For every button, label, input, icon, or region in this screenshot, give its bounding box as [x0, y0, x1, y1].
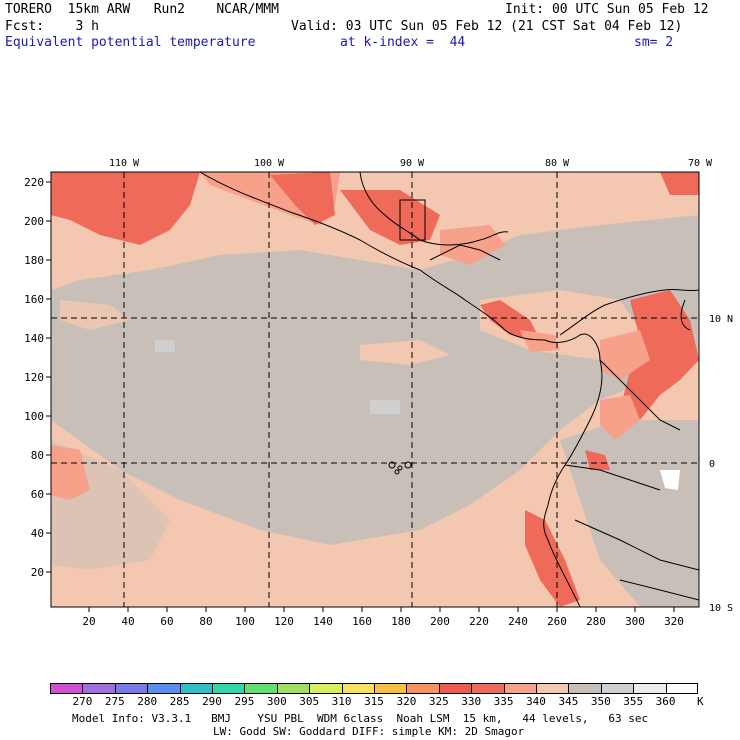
colorbar-label: 290	[202, 695, 222, 708]
y-tick-label: 140	[24, 332, 44, 345]
y-tick-label: 20	[31, 566, 44, 579]
x-tick-label: 240	[508, 615, 528, 628]
coastlines	[199, 172, 699, 607]
colorbar-cell	[341, 683, 375, 694]
x-tick-label: 200	[430, 615, 450, 628]
y-tick-label: 200	[24, 215, 44, 228]
y-tick-labels: 220 200 180 160 140 120 100 80 60 40 20	[24, 176, 44, 579]
colorbar-label: 360	[655, 695, 676, 708]
colorbar-frame	[50, 683, 698, 694]
y-tick-label: 220	[24, 176, 44, 189]
x-tick-label: 280	[586, 615, 606, 628]
colorbar-cell	[633, 683, 667, 694]
x-tick-label: 180	[391, 615, 411, 628]
colorbar-cell	[374, 683, 408, 694]
x-tick-label: 300	[625, 615, 645, 628]
y-tick-label: 100	[24, 410, 44, 423]
colorbar-label: 345	[558, 695, 579, 708]
colorbar-cell	[276, 683, 311, 694]
colorbar-label: 310	[331, 695, 352, 708]
colorbar-label: 330	[461, 695, 482, 708]
model-info: Model Info: V3.3.1 BMJ YSU PBL WDM 6clas…	[72, 712, 649, 725]
colorbar-label: 340	[526, 695, 546, 708]
y-tick-label: 80	[31, 449, 44, 462]
theta-e-map: 20 40 60 80 100 120 140 160 180 200 220 …	[24, 158, 733, 628]
colorbar-label: 280	[137, 695, 158, 708]
colorbar-cell	[50, 683, 83, 694]
colorbar-label: 320	[396, 695, 417, 708]
colorbar-label: 300	[266, 695, 287, 708]
run-title: TORERO 15km ARW Run2 NCAR/MMM	[5, 2, 279, 17]
colorbar-cell	[503, 683, 537, 694]
level-index: at k-index = 44	[340, 35, 466, 50]
y-tick-label: 40	[31, 527, 44, 540]
y-tick-label: 160	[24, 293, 44, 306]
colorbar-label: 275	[104, 695, 125, 708]
x-tick-label: 320	[664, 615, 684, 628]
x-tick-label: 160	[352, 615, 372, 628]
lon-label: 110 W	[109, 158, 140, 169]
x-tick-label: 100	[235, 615, 255, 628]
colorbar-cell	[212, 683, 246, 694]
colorbar-cell	[147, 683, 181, 694]
x-tick-label: 80	[199, 615, 212, 628]
x-tick-label: 40	[121, 615, 134, 628]
x-tick-label: 220	[469, 615, 489, 628]
x-tick-label: 260	[547, 615, 567, 628]
physics-info: LW: Godd SW: Goddard DIFF: simple KM: 2D…	[213, 725, 525, 738]
lat-label: 10 S	[709, 603, 733, 614]
colorbar-cell	[406, 683, 440, 694]
tick-marks	[46, 181, 675, 612]
colorbar-label: 285	[169, 695, 190, 708]
colorbar-label: 315	[364, 695, 384, 708]
lat-label: 0	[709, 459, 715, 470]
init-time: Init: 00 UTC Sun 05 Feb 12	[505, 2, 709, 17]
colorbar-label: 295	[234, 695, 255, 708]
colorbar-cell	[536, 683, 570, 694]
shaded-field	[51, 172, 699, 607]
colorbar-label: 325	[428, 695, 449, 708]
latlon-grid	[51, 172, 699, 607]
colorbar-cell	[438, 683, 473, 694]
lon-label: 100 W	[254, 158, 285, 169]
lon-label: 70 W	[688, 158, 713, 169]
y-tick-label: 180	[24, 254, 44, 267]
colorbar-cell	[665, 683, 699, 694]
x-tick-label: 60	[160, 615, 173, 628]
latitude-labels: 10 N 0 10 S	[709, 314, 733, 614]
colorbar-label: 335	[493, 695, 514, 708]
lon-label: 80 W	[545, 158, 570, 169]
x-tick-label: 140	[313, 615, 333, 628]
colorbar-cell	[471, 683, 505, 694]
forecast-hour: Fcst: 3 h	[5, 19, 99, 34]
colorbar-label: 355	[623, 695, 644, 708]
colorbar-cell	[114, 683, 149, 694]
colorbar-label: 350	[590, 695, 611, 708]
colorbar-label: 305	[299, 695, 320, 708]
smoothing: sm= 2	[634, 35, 674, 50]
y-tick-label: 120	[24, 371, 44, 384]
colorbar-cell	[82, 683, 116, 694]
lon-label: 90 W	[400, 158, 425, 169]
colorbar-cell	[244, 683, 278, 694]
longitude-labels: 110 W 100 W 90 W 80 W 70 W	[109, 158, 713, 169]
x-tick-label: 20	[82, 615, 95, 628]
colorbar-cell	[179, 683, 213, 694]
x-tick-label: 120	[274, 615, 294, 628]
field-name: Equivalent potential temperature	[5, 35, 256, 50]
lat-label: 10 N	[709, 314, 733, 325]
map-frame	[50, 171, 700, 608]
colorbar-cell	[568, 683, 602, 694]
colorbar-unit: K	[697, 695, 704, 708]
y-tick-label: 60	[31, 488, 44, 501]
valid-time: Valid: 03 UTC Sun 05 Feb 12 (21 CST Sat …	[291, 19, 683, 34]
x-tick-labels: 20 40 60 80 100 120 140 160 180 200 220 …	[82, 615, 684, 628]
colorbar-cell	[309, 683, 343, 694]
colorbar-label: 270	[72, 695, 93, 708]
colorbar-cell	[600, 683, 635, 694]
